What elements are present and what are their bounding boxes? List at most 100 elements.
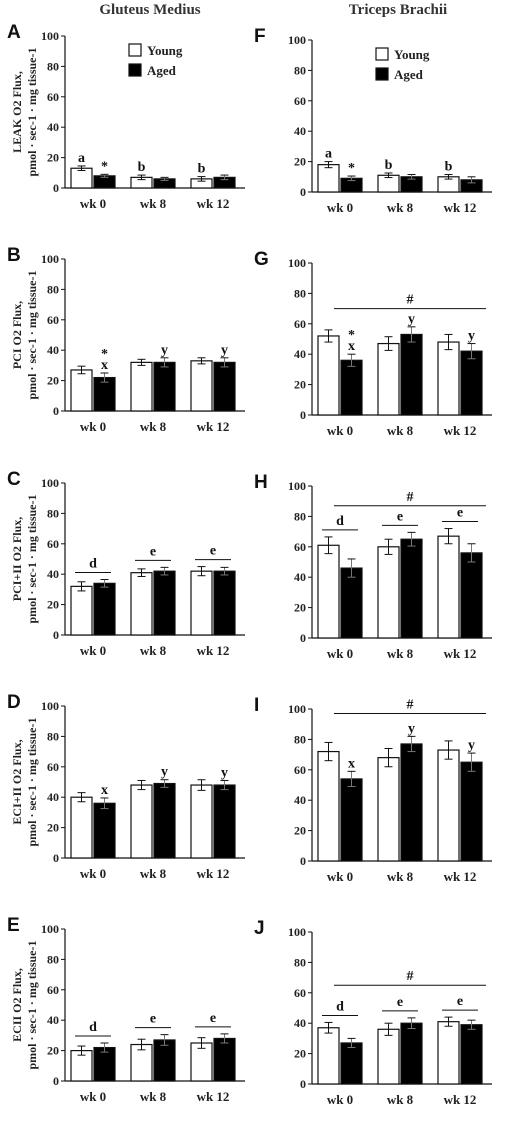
bar-young-0 — [317, 1027, 340, 1085]
y-tick-label: 40 — [47, 120, 59, 134]
x-category-label: wk 8 — [140, 419, 167, 434]
y-tick-label: 0 — [53, 628, 59, 642]
x-category-label: wk 8 — [140, 1089, 167, 1104]
bar-young-2 — [437, 749, 460, 862]
x-category-label: wk 0 — [327, 200, 353, 215]
x-category-label: wk 12 — [444, 869, 477, 884]
chart-panel-h: H 0 20 40 60 80 100 wk 0 wk 8 wk 12 d e e # — [254, 472, 492, 661]
bar-aged-2 — [460, 552, 483, 639]
x-category-label: wk 8 — [387, 1092, 414, 1107]
legend-label-aged: Aged — [147, 63, 177, 78]
significance-mark: a — [325, 147, 332, 162]
x-category-label: wk 12 — [197, 1089, 230, 1104]
group-letter: e — [210, 1011, 216, 1026]
y-axis-label-line: ECI+II O2 Flux, — [10, 739, 24, 824]
y-tick-label: 0 — [300, 854, 306, 868]
y-tick-label: 100 — [288, 925, 306, 939]
y-tick-label: 60 — [47, 313, 59, 327]
panel-label: H — [254, 472, 268, 493]
group-letter: e — [150, 1012, 156, 1027]
y-tick-label: 80 — [47, 59, 59, 73]
x-category-label: wk 12 — [444, 200, 477, 215]
y-tick-label: 40 — [294, 1016, 306, 1030]
bar-aged-1 — [153, 570, 176, 636]
significance-mark: y — [221, 343, 228, 358]
y-axis-label-line: ECII O2 Flux, — [10, 968, 24, 1042]
panel-label: A — [7, 22, 21, 43]
y-tick-label: 20 — [47, 151, 59, 165]
y-axis-label-line: pmol · sec-1 · mg tissue-1 — [25, 271, 39, 400]
y-tick-label: 100 — [41, 29, 59, 43]
y-tick-label: 60 — [47, 983, 59, 997]
y-tick-label: 40 — [47, 790, 59, 804]
y-tick-label: 20 — [47, 598, 59, 612]
x-category-label: wk 8 — [140, 866, 167, 881]
y-tick-label: 0 — [53, 181, 59, 195]
y-tick-label: 80 — [294, 286, 306, 300]
legend-label-aged: Aged — [394, 67, 424, 82]
panel-label: F — [254, 26, 266, 47]
y-tick-label: 60 — [294, 317, 306, 331]
y-tick-label: 100 — [41, 699, 59, 713]
bar-young-2 — [190, 784, 213, 859]
x-category-label: wk 0 — [80, 419, 106, 434]
y-tick-label: 100 — [288, 479, 306, 493]
bar-aged-1 — [400, 538, 423, 639]
y-tick-label: 20 — [294, 155, 306, 169]
significance-mark: y — [221, 765, 228, 780]
y-tick-label: 60 — [47, 537, 59, 551]
significance-mark: y — [408, 721, 415, 736]
bar-aged-0 — [340, 1042, 363, 1085]
legend-label-young: Young — [147, 43, 183, 58]
y-tick-label: 40 — [294, 570, 306, 584]
group-letter: d — [336, 514, 344, 529]
y-tick-label: 80 — [47, 729, 59, 743]
bar-young-0 — [70, 796, 93, 859]
y-tick-label: 100 — [41, 922, 59, 936]
significance-mark: y — [468, 329, 475, 344]
group-letter: e — [457, 506, 463, 521]
bar-aged-1 — [153, 782, 176, 859]
y-tick-label: 20 — [294, 378, 306, 392]
x-category-label: wk 12 — [197, 196, 230, 211]
group-letter: e — [397, 995, 403, 1010]
significance-mark: x — [348, 756, 355, 771]
bar-young-0 — [317, 750, 340, 862]
significance-mark: y — [408, 312, 415, 327]
bar-aged-2 — [213, 361, 236, 412]
chart-panel-j: J 0 20 40 60 80 100 wk 0 wk 8 wk 12 d e e # — [254, 918, 492, 1107]
panel-label: G — [254, 249, 269, 270]
y-tick-label: 80 — [294, 955, 306, 969]
bar-young-0 — [70, 369, 93, 412]
y-tick-label: 40 — [294, 124, 306, 138]
significance-mark: b — [138, 160, 146, 175]
panel-label: E — [7, 915, 20, 936]
x-category-label: wk 8 — [387, 646, 414, 661]
overall-effect-mark: # — [407, 490, 414, 505]
y-tick-label: 60 — [47, 90, 59, 104]
x-category-label: wk 8 — [140, 196, 167, 211]
y-tick-label: 80 — [294, 63, 306, 77]
y-axis-label: PCI O2 Flux,pmol · sec-1 · mg tissue-1 — [10, 271, 39, 400]
bar-young-1 — [377, 546, 400, 639]
legend-label-young: Young — [394, 47, 430, 62]
bar-young-0 — [317, 335, 340, 416]
y-axis-label-line: LEAK O2 Flux, — [10, 71, 24, 153]
panel-label: J — [254, 918, 265, 939]
x-category-label: wk 0 — [80, 196, 106, 211]
y-tick-label: 20 — [47, 821, 59, 835]
bar-aged-0 — [340, 567, 363, 639]
y-tick-label: 0 — [300, 408, 306, 422]
y-tick-label: 80 — [294, 732, 306, 746]
significance-mark: x — [101, 358, 108, 373]
bar-young-2 — [190, 570, 213, 636]
y-tick-label: 100 — [41, 476, 59, 490]
bar-young-2 — [437, 1021, 460, 1085]
y-tick-label: 40 — [47, 1013, 59, 1027]
x-category-label: wk 12 — [197, 419, 230, 434]
x-category-label: wk 8 — [387, 200, 414, 215]
